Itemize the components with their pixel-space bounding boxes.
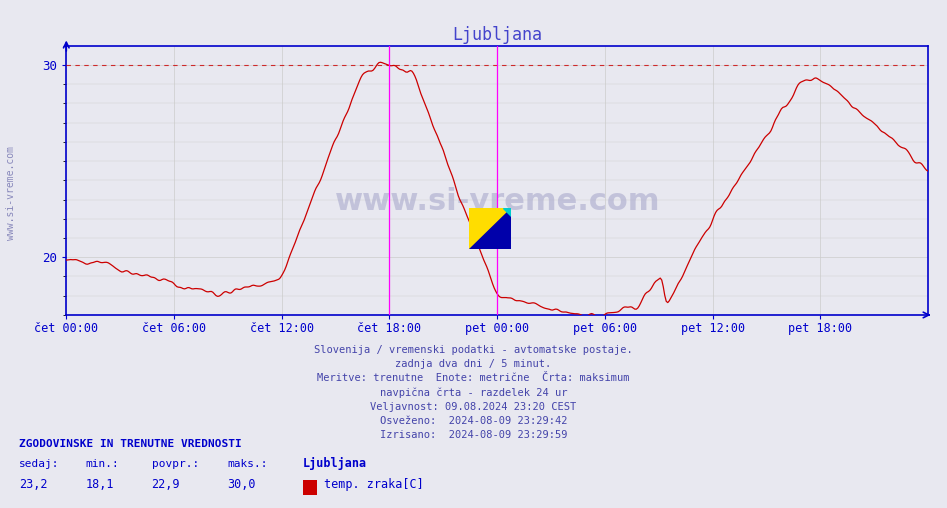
- Text: 22,9: 22,9: [152, 478, 180, 491]
- Text: Ljubljana: Ljubljana: [303, 457, 367, 470]
- Polygon shape: [469, 208, 511, 249]
- Text: 30,0: 30,0: [227, 478, 256, 491]
- Title: Ljubljana: Ljubljana: [452, 26, 543, 44]
- Polygon shape: [503, 208, 511, 216]
- Text: ZGODOVINSKE IN TRENUTNE VREDNOSTI: ZGODOVINSKE IN TRENUTNE VREDNOSTI: [19, 439, 241, 449]
- Text: temp. zraka[C]: temp. zraka[C]: [324, 478, 423, 491]
- Text: povpr.:: povpr.:: [152, 459, 199, 469]
- Text: 18,1: 18,1: [85, 478, 114, 491]
- Text: maks.:: maks.:: [227, 459, 268, 469]
- Text: Slovenija / vremenski podatki - avtomatske postaje.
zadnja dva dni / 5 minut.
Me: Slovenija / vremenski podatki - avtomats…: [314, 345, 633, 440]
- Polygon shape: [469, 208, 511, 249]
- Text: min.:: min.:: [85, 459, 119, 469]
- Text: www.si-vreme.com: www.si-vreme.com: [7, 146, 16, 240]
- Text: sedaj:: sedaj:: [19, 459, 60, 469]
- Text: 23,2: 23,2: [19, 478, 47, 491]
- Text: www.si-vreme.com: www.si-vreme.com: [334, 187, 660, 216]
